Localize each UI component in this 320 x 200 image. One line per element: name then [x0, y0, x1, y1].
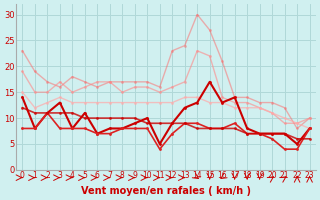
X-axis label: Vent moyen/en rafales ( km/h ): Vent moyen/en rafales ( km/h )	[81, 186, 251, 196]
